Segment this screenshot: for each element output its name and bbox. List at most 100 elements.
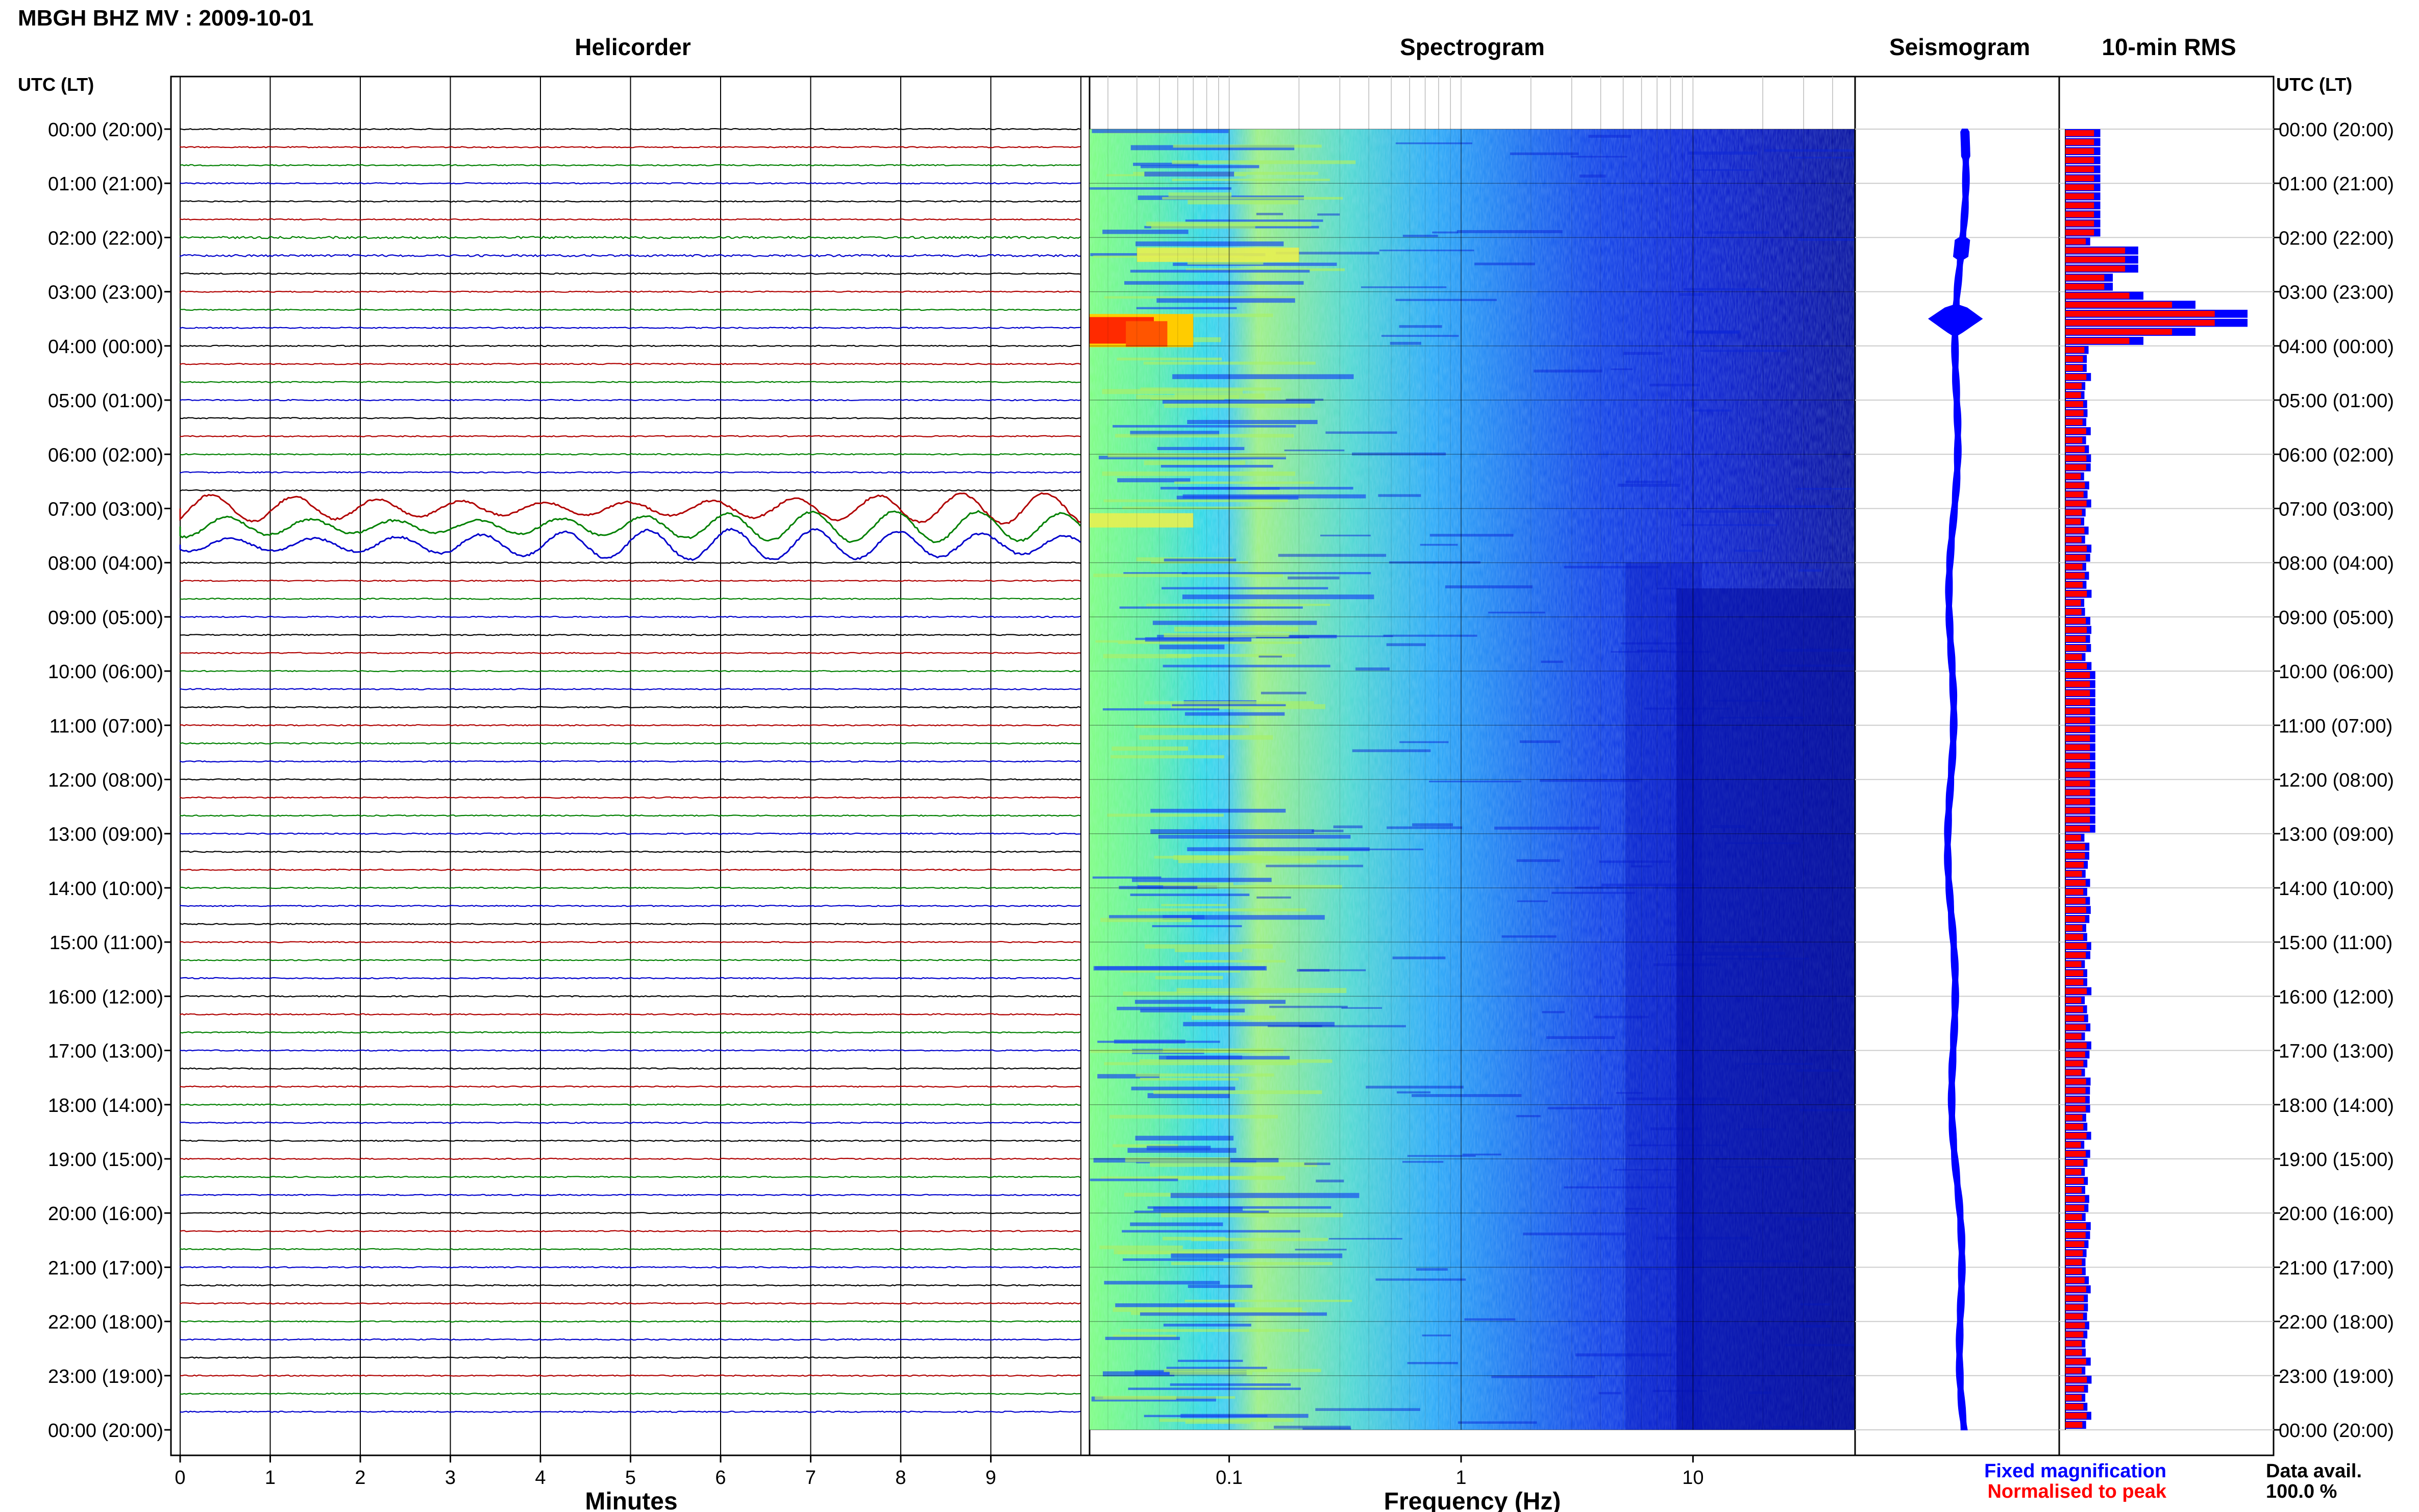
spectrogram-streak xyxy=(1764,149,1855,152)
helicorder-trace xyxy=(180,200,1081,203)
rms-bar-normalised xyxy=(2065,744,2090,751)
right-time-label: 21:00 (17:00) xyxy=(2279,1257,2394,1279)
helicorder-trace xyxy=(179,146,1081,148)
helicorder-trace xyxy=(179,778,1081,781)
rms-bar-normalised xyxy=(2065,753,2090,760)
minute-tick-label: 7 xyxy=(805,1467,816,1489)
spectrogram-band xyxy=(1150,561,1248,564)
rms-bar-normalised xyxy=(2065,1322,2085,1329)
spectrogram-band xyxy=(1157,447,1245,451)
spectrogram-streak xyxy=(1627,1097,1725,1101)
helicorder-trace xyxy=(179,905,1081,907)
rms-bar-normalised xyxy=(2065,1385,2084,1392)
right-time-label: 14:00 (10:00) xyxy=(2279,878,2394,900)
rms-bar-normalised xyxy=(2065,229,2094,236)
left-time-label: 16:00 (12:00) xyxy=(48,986,163,1008)
minute-tick-label: 0 xyxy=(175,1467,185,1489)
rms-bar-normalised xyxy=(2065,329,2173,335)
spectrogram-band xyxy=(1177,1359,1243,1362)
left-time-label: 08:00 (04:00) xyxy=(48,553,163,575)
spectrogram-streak xyxy=(1381,335,1459,337)
helicorder-trace xyxy=(179,579,1081,582)
rms-bar-normalised xyxy=(2065,292,2130,299)
rms-bar-normalised xyxy=(2065,536,2082,543)
spectrogram-streak xyxy=(1316,1179,1344,1183)
spectrogram-band xyxy=(1134,1210,1269,1213)
rms-bar-normalised xyxy=(2065,1151,2086,1157)
rms-bar-normalised xyxy=(2065,1295,2084,1302)
spectrogram-band xyxy=(1123,992,1260,996)
rms-bar-normalised xyxy=(2065,798,2090,805)
spectrogram-streak xyxy=(1333,825,1363,829)
rms-bar-normalised xyxy=(2065,690,2090,697)
helicorder-trace xyxy=(180,164,1081,167)
spectrogram-streak xyxy=(1796,488,1855,490)
spectrogram-band xyxy=(1168,192,1232,197)
helicorder-trace xyxy=(179,886,1081,889)
rms-bar-normalised xyxy=(2065,1033,2082,1039)
spectrogram-band xyxy=(1162,400,1315,404)
spectrogram-streak xyxy=(1432,231,1458,234)
helicorder-trace xyxy=(179,308,1081,311)
helicorder-trace xyxy=(179,1103,1081,1106)
minute-tick-label: 5 xyxy=(625,1467,636,1489)
spectrogram-streak xyxy=(1299,969,1366,972)
spectrogram-band xyxy=(1128,1387,1301,1390)
spectrogram-streak xyxy=(1541,660,1564,663)
right-time-label: 00:00 (20:00) xyxy=(2279,1420,2394,1442)
helicorder-trace xyxy=(179,1194,1081,1197)
rms-bar-normalised xyxy=(2065,1042,2087,1049)
rms-bar-normalised xyxy=(2065,1060,2084,1067)
helicorder-trace xyxy=(179,510,1081,543)
helicorder-heading: Helicorder xyxy=(575,34,691,60)
spectrogram-band xyxy=(1135,1135,1233,1141)
spectrogram-band xyxy=(1188,1284,1253,1288)
rms-bar-normalised xyxy=(2065,428,2086,434)
spectrogram-band xyxy=(1120,1329,1309,1332)
rms-bar-normalised xyxy=(2065,1114,2083,1121)
spectrogram-streak xyxy=(1564,1186,1676,1188)
spectrogram-band xyxy=(1181,572,1371,575)
spectrogram-band xyxy=(1152,621,1317,625)
spectrogram-streak xyxy=(1361,286,1447,288)
rms-bar-normalised xyxy=(2065,211,2094,218)
spectrogram-hot-spots xyxy=(1090,247,1299,528)
rms-bar-normalised xyxy=(2065,699,2090,705)
rms-bar-normalised xyxy=(2065,1403,2084,1410)
left-time-label: 15:00 (11:00) xyxy=(50,932,163,954)
rms-bar-normalised xyxy=(2065,1205,2085,1211)
spectrogram-band xyxy=(1155,976,1223,980)
left-time-label: 14:00 (10:00) xyxy=(48,878,163,900)
spectrogram-band xyxy=(1161,904,1227,906)
helicorder-trace xyxy=(179,235,1081,239)
spectrogram-streak xyxy=(1637,650,1667,652)
rms-bar-normalised xyxy=(2065,582,2083,588)
spectrogram-streak xyxy=(1517,900,1548,902)
helicorder-trace xyxy=(179,1284,1081,1287)
helicorder-trace xyxy=(179,742,1081,745)
spectrogram-streak xyxy=(1328,1238,1402,1240)
spectrogram-band xyxy=(1161,1212,1343,1218)
spectrogram-band xyxy=(1164,403,1311,408)
spectrogram-streak xyxy=(1650,1127,1700,1130)
helicorder-trace xyxy=(179,922,1081,925)
helicorder-trace xyxy=(179,1392,1081,1395)
rms-bar-normalised xyxy=(2065,826,2090,832)
spectrogram-streak xyxy=(1396,1091,1431,1094)
spectrogram-streak xyxy=(1575,1353,1672,1357)
spectrogram-band xyxy=(1174,627,1298,632)
spectrogram-streak xyxy=(1735,550,1763,552)
spectrogram-band xyxy=(1113,1307,1302,1312)
rms-bar-normalised xyxy=(2065,1286,2086,1293)
rms-bar-normalised xyxy=(2065,726,2090,732)
spectrogram-streak xyxy=(1501,935,1557,938)
rms-bar-normalised xyxy=(2065,374,2087,380)
rms-bar-normalised xyxy=(2065,356,2083,362)
rms-bar-normalised xyxy=(2065,473,2081,480)
spectrogram-streak xyxy=(1516,1115,1541,1118)
rms-bar-normalised xyxy=(2065,997,2082,1004)
spectrogram-band xyxy=(1182,594,1374,600)
helicorder-trace xyxy=(179,254,1081,258)
spectrogram-band xyxy=(1150,808,1286,813)
helicorder-trace xyxy=(179,1121,1081,1124)
